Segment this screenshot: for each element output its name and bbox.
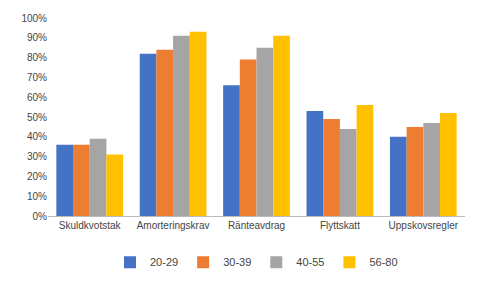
svg-text:20%: 20% <box>27 171 47 182</box>
svg-text:40-55: 40-55 <box>296 256 324 268</box>
svg-text:40%: 40% <box>27 131 47 142</box>
svg-text:70%: 70% <box>27 72 47 83</box>
svg-text:100%: 100% <box>21 13 47 24</box>
svg-text:90%: 90% <box>27 32 47 43</box>
svg-text:60%: 60% <box>27 92 47 103</box>
svg-text:0%: 0% <box>33 211 48 222</box>
svg-text:80%: 80% <box>27 52 47 63</box>
svg-text:30%: 30% <box>27 151 47 162</box>
svg-text:Amorteringskrav: Amorteringskrav <box>137 220 210 231</box>
svg-text:50%: 50% <box>27 112 47 123</box>
svg-text:Räntеavdrag: Räntеavdrag <box>228 220 285 231</box>
svg-text:Skuldkvotstak: Skuldkvotstak <box>59 220 122 231</box>
svg-text:Flyttskatt: Flyttskatt <box>320 220 360 231</box>
svg-text:Uppskovsregler: Uppskovsregler <box>389 220 459 231</box>
svg-text:10%: 10% <box>27 191 47 202</box>
svg-text:56-80: 56-80 <box>369 256 397 268</box>
svg-text:30-39: 30-39 <box>223 256 251 268</box>
svg-text:20-29: 20-29 <box>150 256 178 268</box>
